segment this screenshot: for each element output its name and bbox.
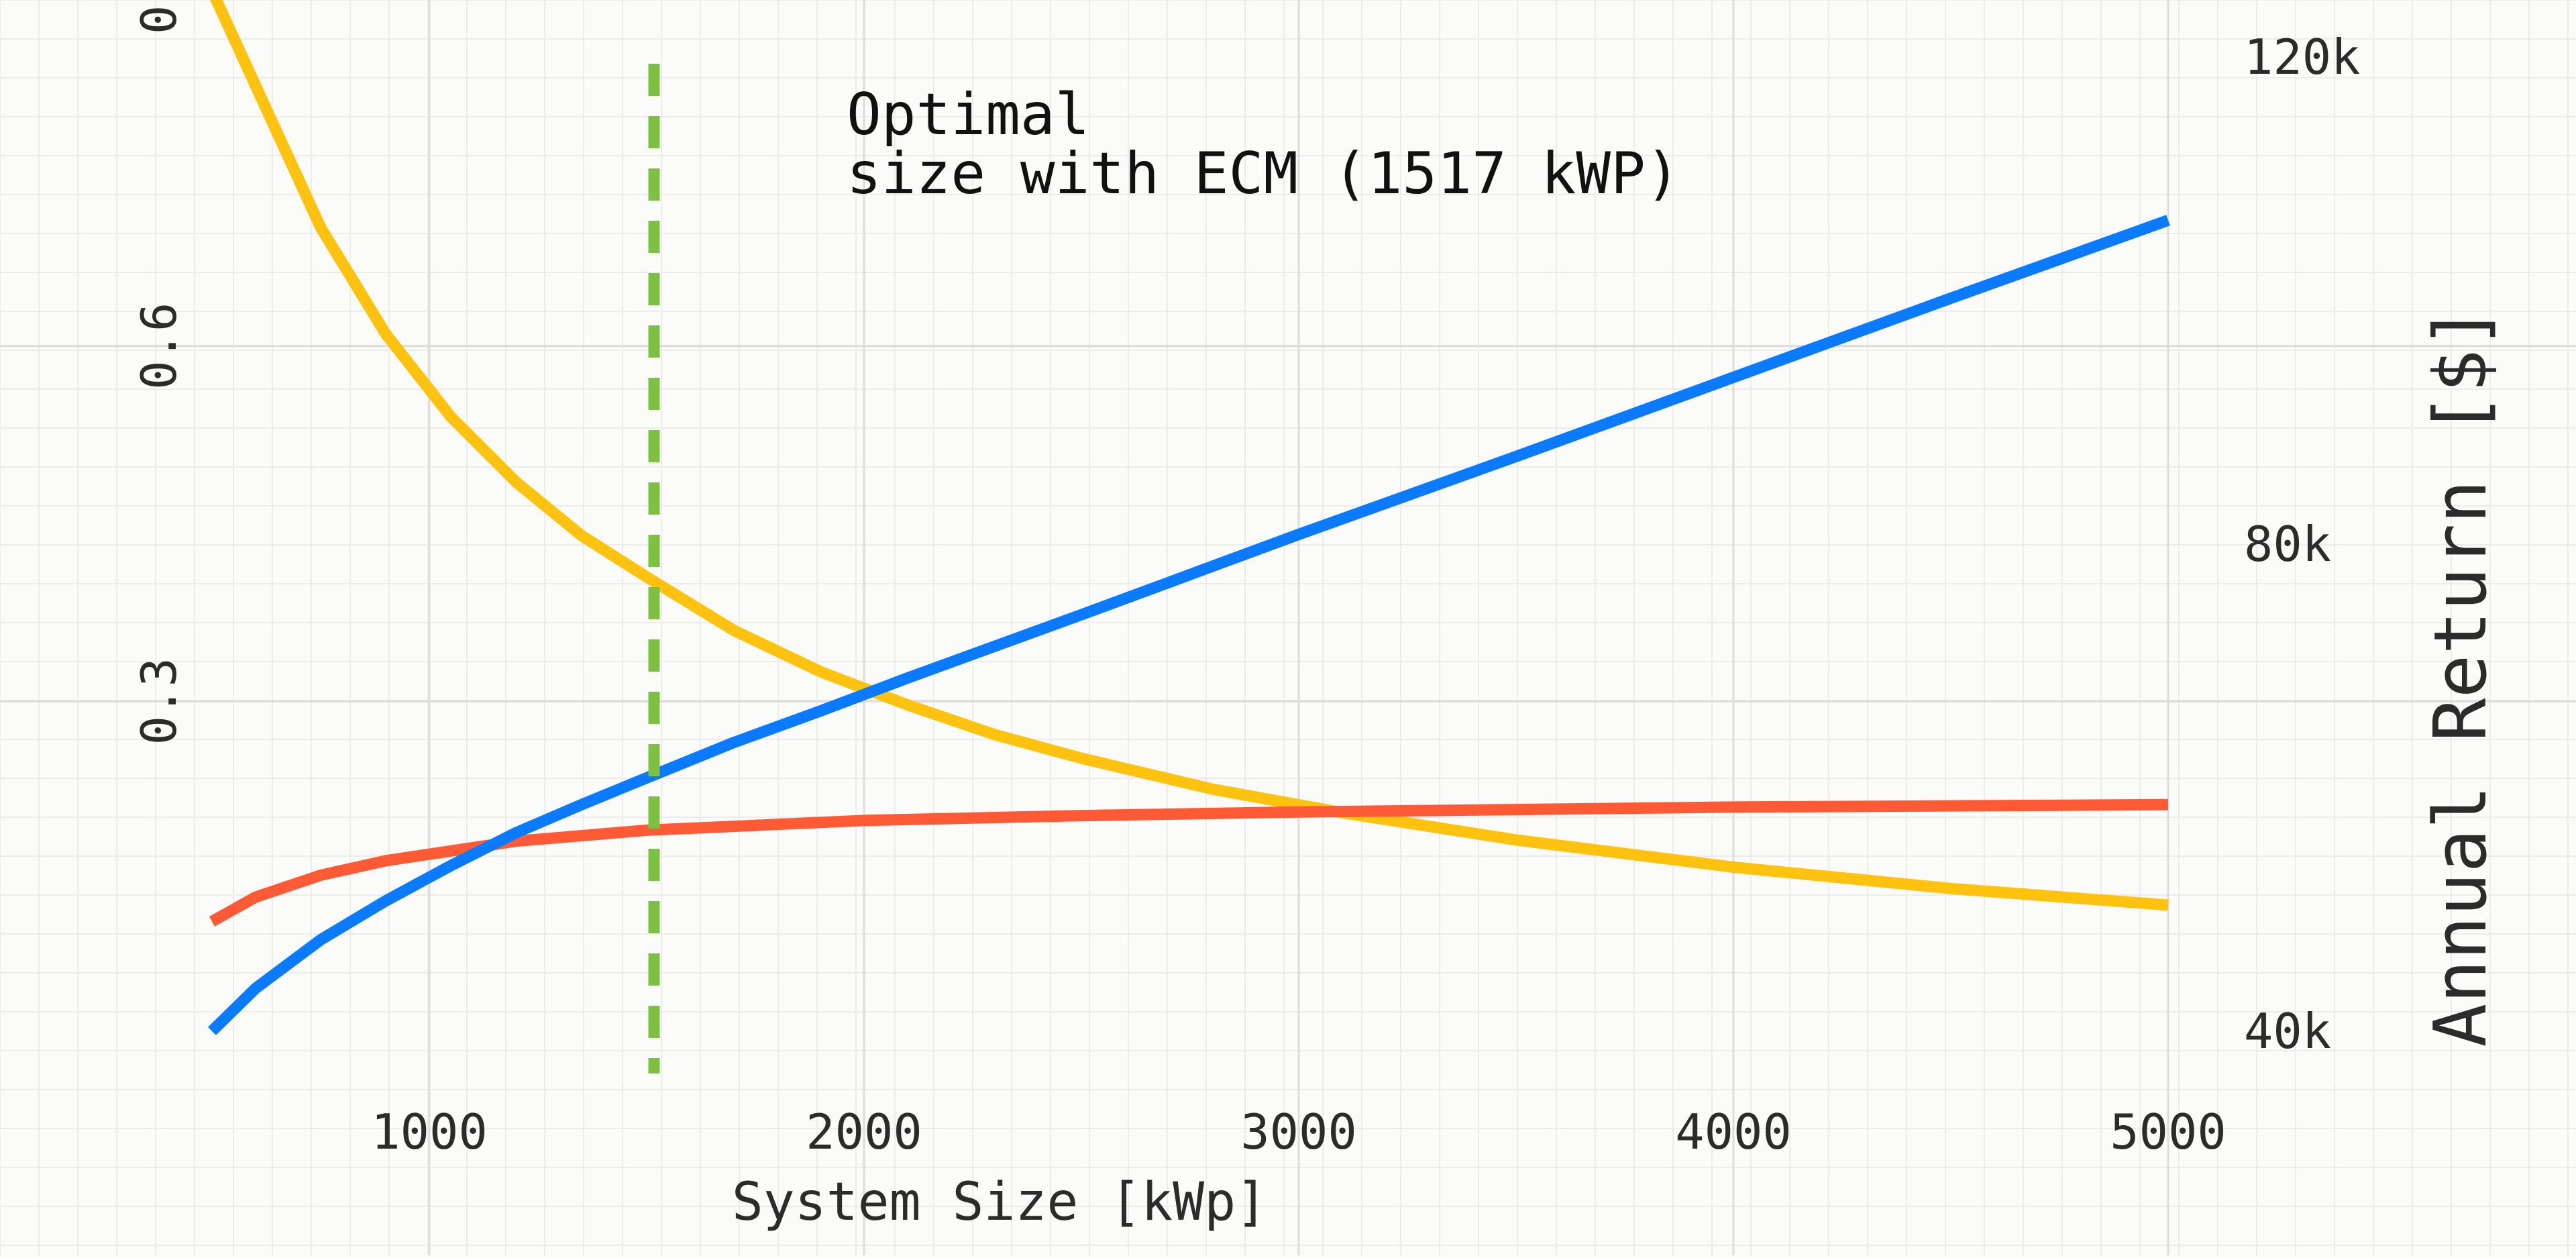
x-tick-label: 1000 [371, 1104, 487, 1160]
series-line-2 [209, 798, 2169, 927]
x-tick-label: 3000 [1240, 1104, 1356, 1160]
annotation-line-2: size with ECM (1517 kWP) [847, 140, 1680, 207]
x-tick-label: 2000 [806, 1104, 922, 1160]
x-axis-title: System Size [kWp] [732, 1172, 1267, 1233]
tick-labels: 1000 2000 3000 4000 5000 0.3 0.6 0.9 40k 80k 120k [131, 0, 2360, 1160]
annotation-layer: Optimal size with ECM (1517 kWP) [648, 64, 1680, 1073]
x-tick-label: 4000 [1675, 1104, 1791, 1160]
annotation-line-1: Optimal [847, 81, 1089, 148]
y-right-tick-label: 120k [2244, 29, 2360, 85]
y-right-tick-label: 40k [2244, 1003, 2331, 1059]
series-layer [208, 0, 2170, 1035]
x-tick-label: 5000 [2110, 1104, 2226, 1160]
y-right-tick-label: 80k [2244, 516, 2331, 572]
y-left-tick-label: 0.9 [131, 0, 187, 34]
series-line-3 [208, 215, 2170, 1035]
right-axis-title: Annual Return [$] [2419, 305, 2503, 1047]
y-left-tick-label: 0.6 [131, 303, 187, 390]
series-line-1 [210, 0, 2169, 911]
y-left-tick-label: 0.3 [131, 658, 187, 745]
